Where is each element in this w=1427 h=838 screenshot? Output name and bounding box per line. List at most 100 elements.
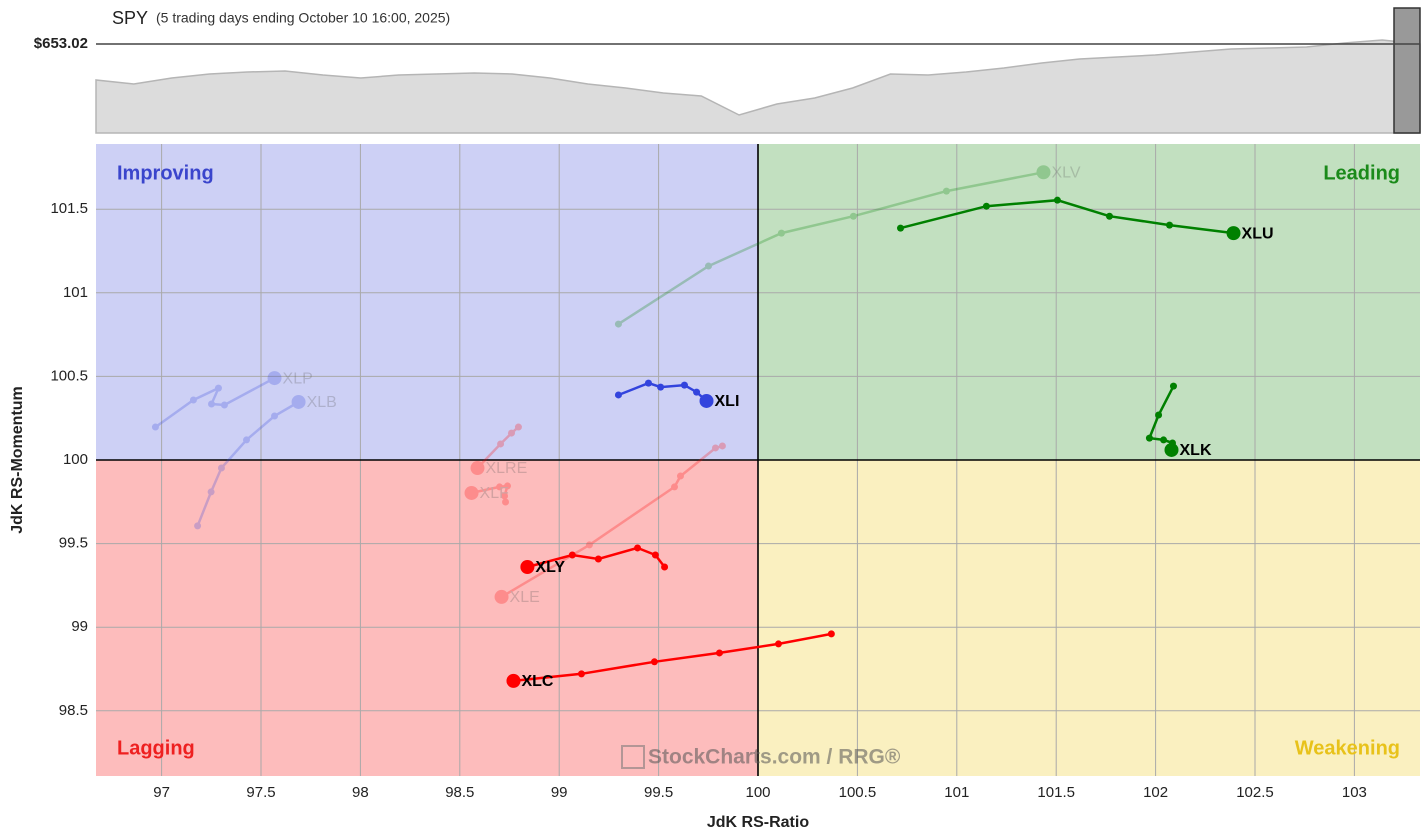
- series-label: XLI: [715, 393, 740, 410]
- y-tick-label: 99: [71, 618, 88, 635]
- head-point: [470, 461, 485, 476]
- trail-point: [680, 381, 688, 389]
- head-point: [464, 485, 479, 500]
- trail-point: [651, 551, 659, 559]
- trail-point: [827, 630, 835, 638]
- trail-point: [504, 482, 512, 490]
- trail-point: [577, 670, 585, 678]
- trail-point: [502, 498, 510, 506]
- trail-point: [982, 202, 990, 210]
- series-label: XLV: [1051, 164, 1080, 181]
- trail-point: [151, 423, 159, 431]
- trail: [513, 632, 832, 683]
- x-tick-label: 100.5: [839, 784, 877, 801]
- rrg-panel: 97 97.5 98 98.5 99 99.5 100 100.5 101 101.5 102 102…: [50, 144, 1420, 801]
- quadrant-label: Lagging: [117, 737, 195, 759]
- trail-point: [644, 379, 652, 387]
- series: XLRE: [470, 423, 527, 477]
- trail-point: [217, 464, 225, 472]
- period-highlight: [1393, 7, 1421, 134]
- trail-point: [704, 262, 712, 270]
- trail: [471, 484, 510, 503]
- quadrant-label: Weakening: [1295, 737, 1400, 759]
- price-panel: $653.02: [34, 7, 1421, 134]
- trail-point: [1160, 436, 1168, 444]
- head-point: [520, 560, 535, 575]
- series-label: XLC: [521, 673, 553, 690]
- series: XLP: [151, 370, 313, 431]
- trail-point: [214, 384, 222, 392]
- trail: [617, 171, 1044, 326]
- watermark: StockCharts.com / RRG®: [621, 745, 901, 769]
- trail-point: [207, 488, 215, 496]
- series-label: XLP: [283, 370, 313, 387]
- watermark-icon: [621, 745, 645, 769]
- trail-point: [614, 320, 622, 328]
- trail-point: [501, 492, 509, 500]
- chart-subtitle: (5 trading days ending October 10 16:00,…: [156, 10, 450, 26]
- y-axis-title: JdK RS-Momentum: [9, 386, 26, 534]
- trail-point: [1169, 382, 1177, 390]
- trail-point: [661, 563, 669, 571]
- x-tick-label: 103: [1342, 784, 1367, 801]
- y-tick-label: 101: [63, 284, 88, 301]
- series-label: XLRE: [485, 460, 527, 477]
- trail-point: [514, 423, 522, 431]
- head-point: [1164, 442, 1179, 457]
- quadrant: [758, 460, 1420, 776]
- trail-point: [657, 383, 665, 391]
- trail-point: [1145, 434, 1153, 442]
- series: XLU: [897, 196, 1274, 242]
- series: XLV: [614, 164, 1081, 328]
- x-tick-label: 99: [551, 784, 568, 801]
- x-tick-label: 102.5: [1236, 784, 1274, 801]
- trail: [196, 400, 300, 527]
- quadrant: [96, 144, 758, 460]
- x-tick-label: 97: [153, 784, 170, 801]
- trail-point: [849, 212, 857, 220]
- y-tick-label: 101.5: [50, 200, 88, 217]
- series: XLC: [506, 630, 835, 690]
- x-tick-label: 101: [944, 784, 969, 801]
- x-tick-label: 97.5: [246, 784, 275, 801]
- trail-point: [208, 400, 216, 408]
- trail-point: [614, 391, 622, 399]
- series: XLF: [464, 482, 512, 506]
- quadrant: [758, 144, 1420, 460]
- series-label: XLB: [307, 394, 337, 411]
- trail-point: [271, 412, 279, 420]
- head-point: [699, 393, 714, 408]
- x-tick-label: 102: [1143, 784, 1168, 801]
- trail-point: [1105, 212, 1113, 220]
- series-label: XLY: [535, 559, 565, 576]
- trail-point: [715, 649, 723, 657]
- series: XLY: [520, 544, 669, 576]
- trail-point: [496, 483, 504, 491]
- x-tick-label: 98: [352, 784, 369, 801]
- trail-point: [671, 483, 679, 491]
- quadrant: [96, 460, 758, 776]
- trail-point: [897, 224, 905, 232]
- trail-point: [650, 658, 658, 666]
- series: XLK: [1145, 382, 1212, 459]
- trail-point: [1053, 196, 1061, 204]
- trail-point: [189, 396, 197, 404]
- trail: [900, 198, 1234, 235]
- trail-point: [507, 429, 515, 437]
- head-point: [494, 589, 509, 604]
- x-tick-label: 98.5: [445, 784, 474, 801]
- y-tick-label: 99.5: [59, 535, 88, 552]
- trail: [476, 426, 520, 469]
- trail-point: [693, 388, 701, 396]
- series-label: XLK: [1180, 442, 1212, 459]
- trail-point: [1166, 221, 1174, 229]
- series-label: XLE: [510, 589, 540, 606]
- trail-point: [568, 551, 576, 559]
- price-area: [95, 39, 1421, 134]
- trail-point: [242, 436, 250, 444]
- trail-point: [774, 640, 782, 648]
- x-tick-label: 100: [745, 784, 770, 801]
- trail-point: [777, 229, 785, 237]
